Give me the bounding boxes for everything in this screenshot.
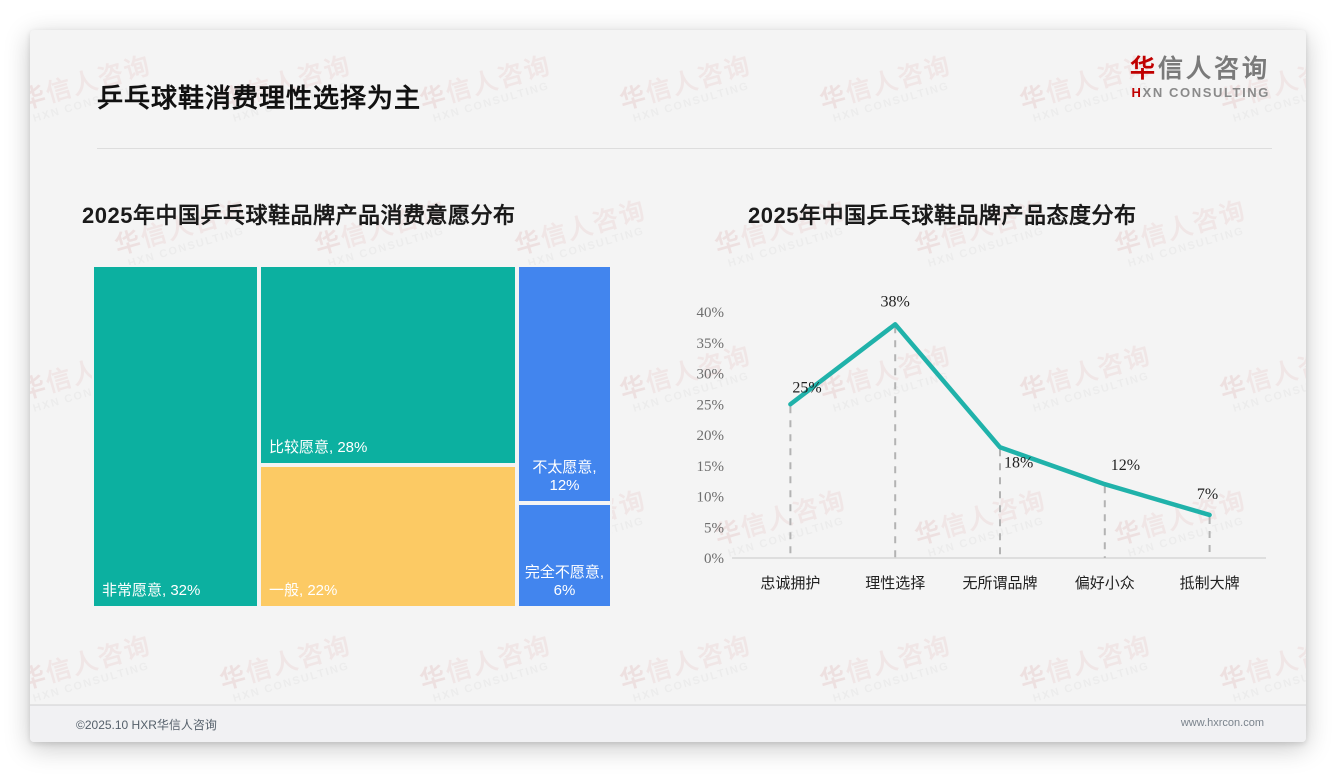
- treemap-cell-label: 不太愿意, 12%: [532, 458, 597, 495]
- left-chart-title: 2025年中国乒乓球鞋品牌产品消费意愿分布: [82, 203, 516, 228]
- y-axis-tick-label: 30%: [697, 367, 725, 383]
- logo-en-red-char: H: [1131, 84, 1143, 100]
- y-axis-tick-label: 0%: [704, 551, 724, 567]
- header-divider: [97, 148, 1272, 149]
- page-title: 乒乓球鞋消费理性选择为主: [97, 83, 422, 113]
- line-chart: 0% 5% 10% 15% 20% 25% 30% 35% 40% 25% 38% 18% 12% 7% 忠…: [648, 260, 1284, 620]
- data-point-label: 7%: [1197, 486, 1218, 503]
- line-chart-svg: 0% 5% 10% 15% 20% 25% 30% 35% 40% 25% 38% 18% 12% 7% 忠…: [697, 293, 1266, 592]
- treemap-cell[interactable]: 一般, 22%: [259, 465, 517, 608]
- treemap-cell[interactable]: 非常愿意, 32%: [92, 265, 259, 608]
- company-logo: 华信人咨询 HXN CONSULTING: [1130, 55, 1270, 100]
- logo-gray-chars: 信人咨询: [1157, 55, 1270, 83]
- y-axis-tick-label: 10%: [697, 490, 725, 506]
- footer-bar: ©2025.10 HXR华信人咨询 www.hxrcon.com: [30, 705, 1306, 742]
- y-axis-tick-label: 20%: [697, 428, 725, 444]
- logo-chinese-text: 华信人咨询: [1130, 55, 1270, 84]
- copyright-text: ©2025.10 HXR华信人咨询: [76, 718, 217, 732]
- y-axis-tick-label: 15%: [697, 459, 725, 475]
- website-link[interactable]: www.hxrcon.com: [1180, 717, 1264, 729]
- right-chart-title: 2025年中国乒乓球鞋品牌产品态度分布: [748, 203, 1137, 228]
- treemap-cell[interactable]: 不太愿意, 12%: [517, 265, 612, 503]
- treemap-cell-label: 非常愿意, 32%: [102, 582, 201, 600]
- treemap-cell[interactable]: 比较愿意, 28%: [259, 265, 517, 465]
- x-axis-tick-label: 忠诚拥护: [760, 575, 820, 592]
- treemap-cell[interactable]: 完全不愿意, 6%: [517, 503, 612, 608]
- x-axis-tick-label: 无所谓品牌: [962, 575, 1037, 592]
- y-axis-tick-label: 5%: [704, 520, 724, 536]
- data-point-label: 12%: [1111, 457, 1140, 474]
- logo-english-text: HXN CONSULTING: [1130, 85, 1270, 100]
- logo-red-char: 华: [1129, 55, 1158, 83]
- data-point-label: 38%: [881, 293, 910, 310]
- data-point-label: 25%: [792, 379, 821, 396]
- y-axis-tick-label: 40%: [697, 305, 725, 321]
- series-line[interactable]: [788, 322, 1212, 518]
- treemap-cell-label: 完全不愿意, 6%: [524, 563, 605, 600]
- slide-card: 华信人咨询 HXN CONSULTING 华信人咨询 HXN CONSULTING 华信…: [30, 30, 1306, 742]
- logo-en-rest: XN CONSULTING: [1142, 84, 1270, 100]
- x-axis-tick-label: 理性选择: [865, 575, 925, 592]
- footnote-divider: [30, 704, 1306, 705]
- treemap-cell-label: 比较愿意, 28%: [269, 439, 368, 457]
- slide-header: 乒乓球鞋消费理性选择为主 华信人咨询 HXN CONSULTING: [30, 30, 1306, 149]
- y-axis-tick-label: 35%: [697, 336, 725, 352]
- data-point-label: 18%: [1004, 454, 1033, 471]
- treemap-chart: 非常愿意, 32% 比较愿意, 28% 一般, 22% 不太愿意, 12% 完全不愿意,…: [92, 265, 612, 608]
- x-axis-tick-label: 抵制大牌: [1180, 575, 1240, 592]
- treemap-cell-label: 一般, 22%: [269, 582, 338, 600]
- y-axis-tick-label: 25%: [697, 397, 725, 413]
- x-axis-tick-label: 偏好小众: [1075, 575, 1135, 592]
